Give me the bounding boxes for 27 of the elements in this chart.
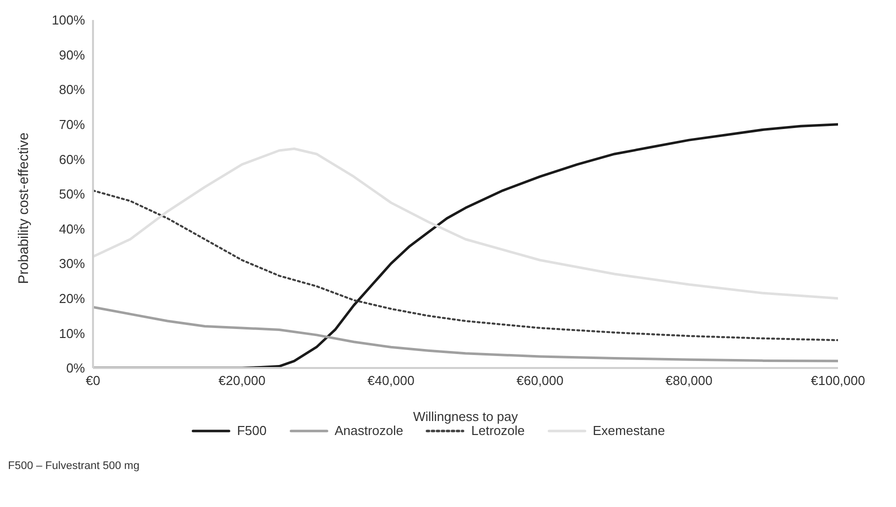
y-tick-label: 100%: [52, 12, 86, 28]
y-tick-label: 80%: [58, 82, 86, 98]
x-tick-label: €100,000: [810, 373, 866, 388]
y-tick-label: 40%: [58, 221, 86, 236]
y-tick-label: 10%: [58, 326, 86, 341]
y-axis-title: Probability cost-effective: [14, 132, 31, 284]
legend-label: Anastrozole: [334, 423, 404, 438]
line-series: [93, 306, 838, 362]
text: F500 – Fulvestrant 500 mg: [8, 460, 140, 472]
line-series: [93, 148, 838, 300]
y-tick-label: 70%: [58, 117, 86, 132]
x-tick-label: €0: [86, 373, 100, 388]
legend-label: Exemestane: [592, 423, 666, 438]
x-tick-label: €40,000: [368, 373, 414, 388]
y-tick-label: 60%: [58, 152, 86, 167]
line-series: [93, 190, 838, 342]
y-tick-label: 50%: [58, 186, 86, 202]
y-tick-label: 0%: [66, 360, 86, 376]
x-tick-label: €20,000: [218, 373, 266, 388]
y-tick-label: 20%: [58, 291, 86, 306]
x-tick-label: €80,000: [666, 373, 712, 388]
x-tick-label: €60,000: [516, 373, 564, 388]
legend-label: F500: [236, 423, 267, 438]
x-axis-title: Willingness to pay: [413, 409, 518, 424]
legend-label: Letrozole: [471, 423, 525, 438]
y-tick-label: 90%: [58, 47, 86, 62]
y-tick-label: 30%: [58, 256, 86, 272]
